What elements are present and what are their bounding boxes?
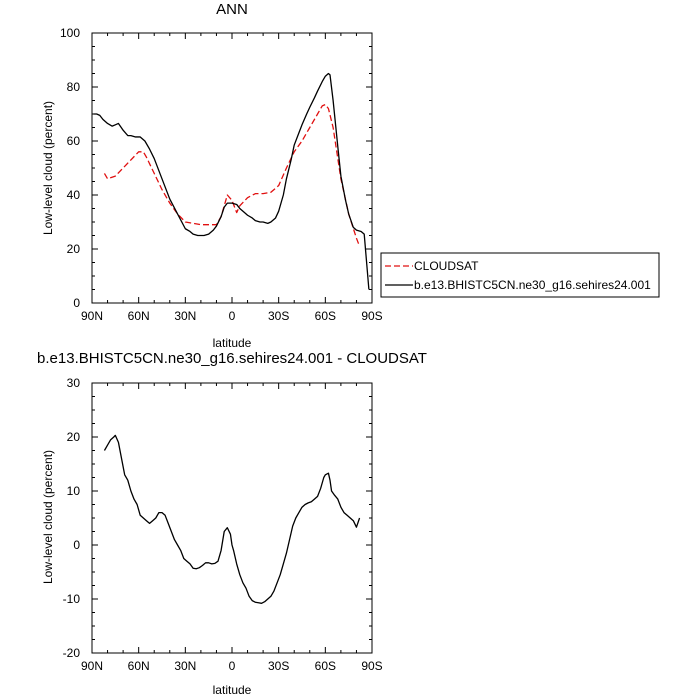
- bottom-x-tick-label: 0: [229, 659, 236, 673]
- bottom-y-tick-label: -20: [63, 646, 81, 660]
- bottom-series-line-0: [103, 434, 361, 604]
- top-y-tick-label: 60: [67, 134, 81, 148]
- bottom-panel: b.e13.BHISTC5CN.ne30_g16.sehires24.001 -…: [37, 350, 427, 697]
- legend-label-model: b.e13.BHISTC5CN.ne30_g16.sehires24.001: [414, 278, 651, 292]
- top-series-line-0: [103, 103, 361, 247]
- top-y-tick-label: 0: [73, 296, 80, 310]
- bottom-plot-area: 90N 60N 30N 0 30S 60S 90S -20 -10 0 10 20 30: [63, 376, 383, 673]
- bottom-plot-frame: [91, 382, 373, 654]
- bottom-y-tick-label: 30: [67, 376, 81, 390]
- top-x-tick-label: 90S: [361, 309, 382, 323]
- top-y-tick-label: 20: [67, 242, 81, 256]
- bottom-x-tick-label: 30S: [268, 659, 289, 673]
- legend-box: [380, 252, 660, 298]
- bottom-y-tick-label: 10: [67, 484, 81, 498]
- top-x-tick-label: 90N: [81, 309, 103, 323]
- top-plot-frame: [91, 32, 373, 304]
- top-series-line-1: [93, 72, 370, 290]
- bottom-y-tick-label: 0: [73, 538, 80, 552]
- top-x-tick-label: 60N: [128, 309, 150, 323]
- bottom-y-tick-label: -10: [63, 592, 81, 606]
- bottom-x-tick-label: 90S: [361, 659, 382, 673]
- top-y-tick-label: 40: [67, 188, 81, 202]
- top-y-axis-label: Low-level cloud (percent): [41, 101, 55, 235]
- bottom-x-axis-label: latitude: [213, 683, 252, 697]
- top-plot-area: 90N 60N 30N 0 30S 60S 90S 0 20 40 60 80 100: [60, 26, 383, 323]
- top-x-tick-label: 30N: [174, 309, 196, 323]
- bottom-x-tick-label: 60N: [128, 659, 150, 673]
- top-x-tick-label: 30S: [268, 309, 289, 323]
- top-x-tick-label: 60S: [315, 309, 336, 323]
- top-x-tick-label: 0: [229, 309, 236, 323]
- legend-label-cloudsat: CLOUDSAT: [414, 259, 479, 273]
- top-chart-title: ANN: [216, 1, 248, 18]
- top-panel: ANN latitude Low-level cloud (percent) 9…: [41, 1, 660, 350]
- top-x-axis-label: latitude: [213, 336, 252, 350]
- top-y-tick-label: 100: [60, 26, 80, 40]
- bottom-y-axis-label: Low-level cloud (percent): [41, 450, 55, 584]
- bottom-y-tick-label: 20: [67, 430, 81, 444]
- bottom-x-tick-label: 30N: [174, 659, 196, 673]
- top-y-tick-label: 80: [67, 80, 81, 94]
- bottom-x-tick-label: 90N: [81, 659, 103, 673]
- legend: CLOUDSAT b.e13.BHISTC5CN.ne30_g16.sehire…: [380, 252, 660, 298]
- bottom-x-tick-label: 60S: [315, 659, 336, 673]
- bottom-chart-title: b.e13.BHISTC5CN.ne30_g16.sehires24.001 -…: [37, 350, 427, 367]
